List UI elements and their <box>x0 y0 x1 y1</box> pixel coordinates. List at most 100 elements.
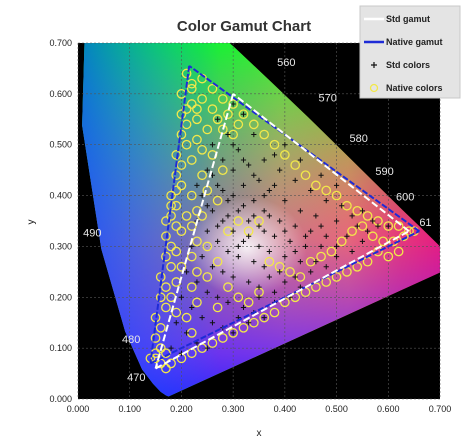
std-colors-point <box>194 279 200 285</box>
std-colors-point <box>246 162 252 168</box>
std-colors-point <box>209 320 216 326</box>
std-colors-point <box>256 243 262 250</box>
std-colors-point <box>266 248 272 255</box>
native-colors-point <box>233 216 244 226</box>
std-colors-point <box>184 269 190 275</box>
native-colors-point <box>207 83 218 94</box>
std-colors-point <box>225 131 231 138</box>
std-colors-point <box>354 223 360 229</box>
native-colors-point <box>300 170 311 181</box>
native-colors-point <box>192 205 202 216</box>
legend-items: Std gamut Native gamut Std colors Native co… <box>364 14 443 93</box>
native-colors-point <box>192 297 202 308</box>
std-colors-point <box>308 187 314 194</box>
native-colors-point <box>176 226 187 237</box>
std-colors-point <box>251 131 257 138</box>
native-gamut-edge <box>149 230 420 365</box>
std-colors-point <box>246 320 252 326</box>
std-colors-point <box>282 142 288 148</box>
std-colors-point <box>308 269 314 275</box>
y-tick-label: 0.300 <box>49 241 72 251</box>
std-colors-point <box>339 203 345 209</box>
std-colors-point <box>189 304 195 311</box>
native-colors-point <box>171 200 182 211</box>
std-colors-point <box>251 198 257 204</box>
std-colors-point <box>297 157 303 163</box>
std-colors-point <box>302 233 309 239</box>
native-colors-point <box>398 231 409 242</box>
native-colors-point <box>264 256 275 267</box>
std-colors-point <box>308 228 314 234</box>
native-colors-point <box>181 68 192 79</box>
std-colors-point <box>277 218 283 224</box>
wavelength-label: 470 <box>127 372 145 384</box>
std-colors-point <box>292 223 298 229</box>
native-colors-point <box>171 150 182 160</box>
native-colors-point <box>161 363 171 374</box>
std-colors-point <box>297 259 303 265</box>
native-colors-point <box>161 348 171 359</box>
y-tick-label: 0.100 <box>49 343 72 353</box>
std-colors-point <box>323 264 329 270</box>
native-colors-point <box>166 261 176 272</box>
x-tick-label: 0.700 <box>429 404 452 414</box>
std-colors-point <box>235 254 241 260</box>
native-colors-point <box>161 302 171 313</box>
std-colors-point <box>256 284 262 290</box>
std-colors-point <box>215 182 221 188</box>
std-colors-series <box>168 101 391 356</box>
native-colors-point <box>186 221 197 231</box>
native-colors-point <box>171 221 182 231</box>
native-colors-point <box>186 190 197 201</box>
std-colors-point <box>230 142 236 148</box>
wavelength-label: 480 <box>122 334 140 346</box>
native-colors-point <box>238 322 249 333</box>
wavelength-label: 590 <box>375 166 393 178</box>
std-colors-point <box>230 101 236 107</box>
native-colors-point <box>192 236 202 247</box>
native-colors-point <box>192 104 202 114</box>
std-colors-point <box>261 315 267 321</box>
y-tick-labels: 0.000 0.100 0.200 0.300 0.400 0.500 0.600 0.700 <box>49 38 72 404</box>
std-colors-point <box>215 116 221 122</box>
native-colors-point <box>326 246 337 257</box>
native-colors-point <box>233 119 244 130</box>
std-colors-point <box>173 320 179 326</box>
native-colors-point <box>176 261 187 272</box>
std-colors-point <box>292 274 298 280</box>
y-tick-label: 0.400 <box>49 191 72 201</box>
std-colors-point <box>178 294 185 300</box>
std-colors-point <box>333 218 340 224</box>
std-colors-point <box>215 223 221 229</box>
std-colors-point <box>370 218 376 224</box>
std-colors-point <box>209 142 216 148</box>
std-colors-point <box>168 345 174 351</box>
std-colors-point <box>271 233 278 239</box>
native-colors-point <box>155 322 166 333</box>
std-colors-point <box>225 213 231 219</box>
native-colors-point <box>161 282 171 292</box>
native-colors-point <box>192 114 202 125</box>
native-colors-point <box>192 134 202 145</box>
native-colors-point <box>171 246 182 257</box>
series-layer <box>145 65 420 374</box>
std-colors-point <box>271 152 278 158</box>
legend-item-std-colors: Std colors <box>371 60 430 70</box>
legend-item-native-colors: Native colors <box>369 83 443 93</box>
std-colors-point <box>333 243 340 250</box>
std-colors-point <box>225 198 231 204</box>
legend-item-std-gamut: Std gamut <box>364 14 430 24</box>
std-colors-point <box>333 182 340 188</box>
legend-label: Native gamut <box>386 37 443 47</box>
std-colors-point <box>375 223 381 229</box>
std-colors-point <box>215 238 221 244</box>
y-tick-label: 0.500 <box>49 140 72 150</box>
std-colors-point <box>323 233 329 239</box>
std-colors-point <box>230 192 236 199</box>
x-tick-label: 0.100 <box>118 404 141 414</box>
std-colors-point <box>220 269 226 275</box>
std-colors-point <box>318 223 324 229</box>
std-colors-point <box>240 304 247 311</box>
native-colors-point <box>155 292 166 303</box>
